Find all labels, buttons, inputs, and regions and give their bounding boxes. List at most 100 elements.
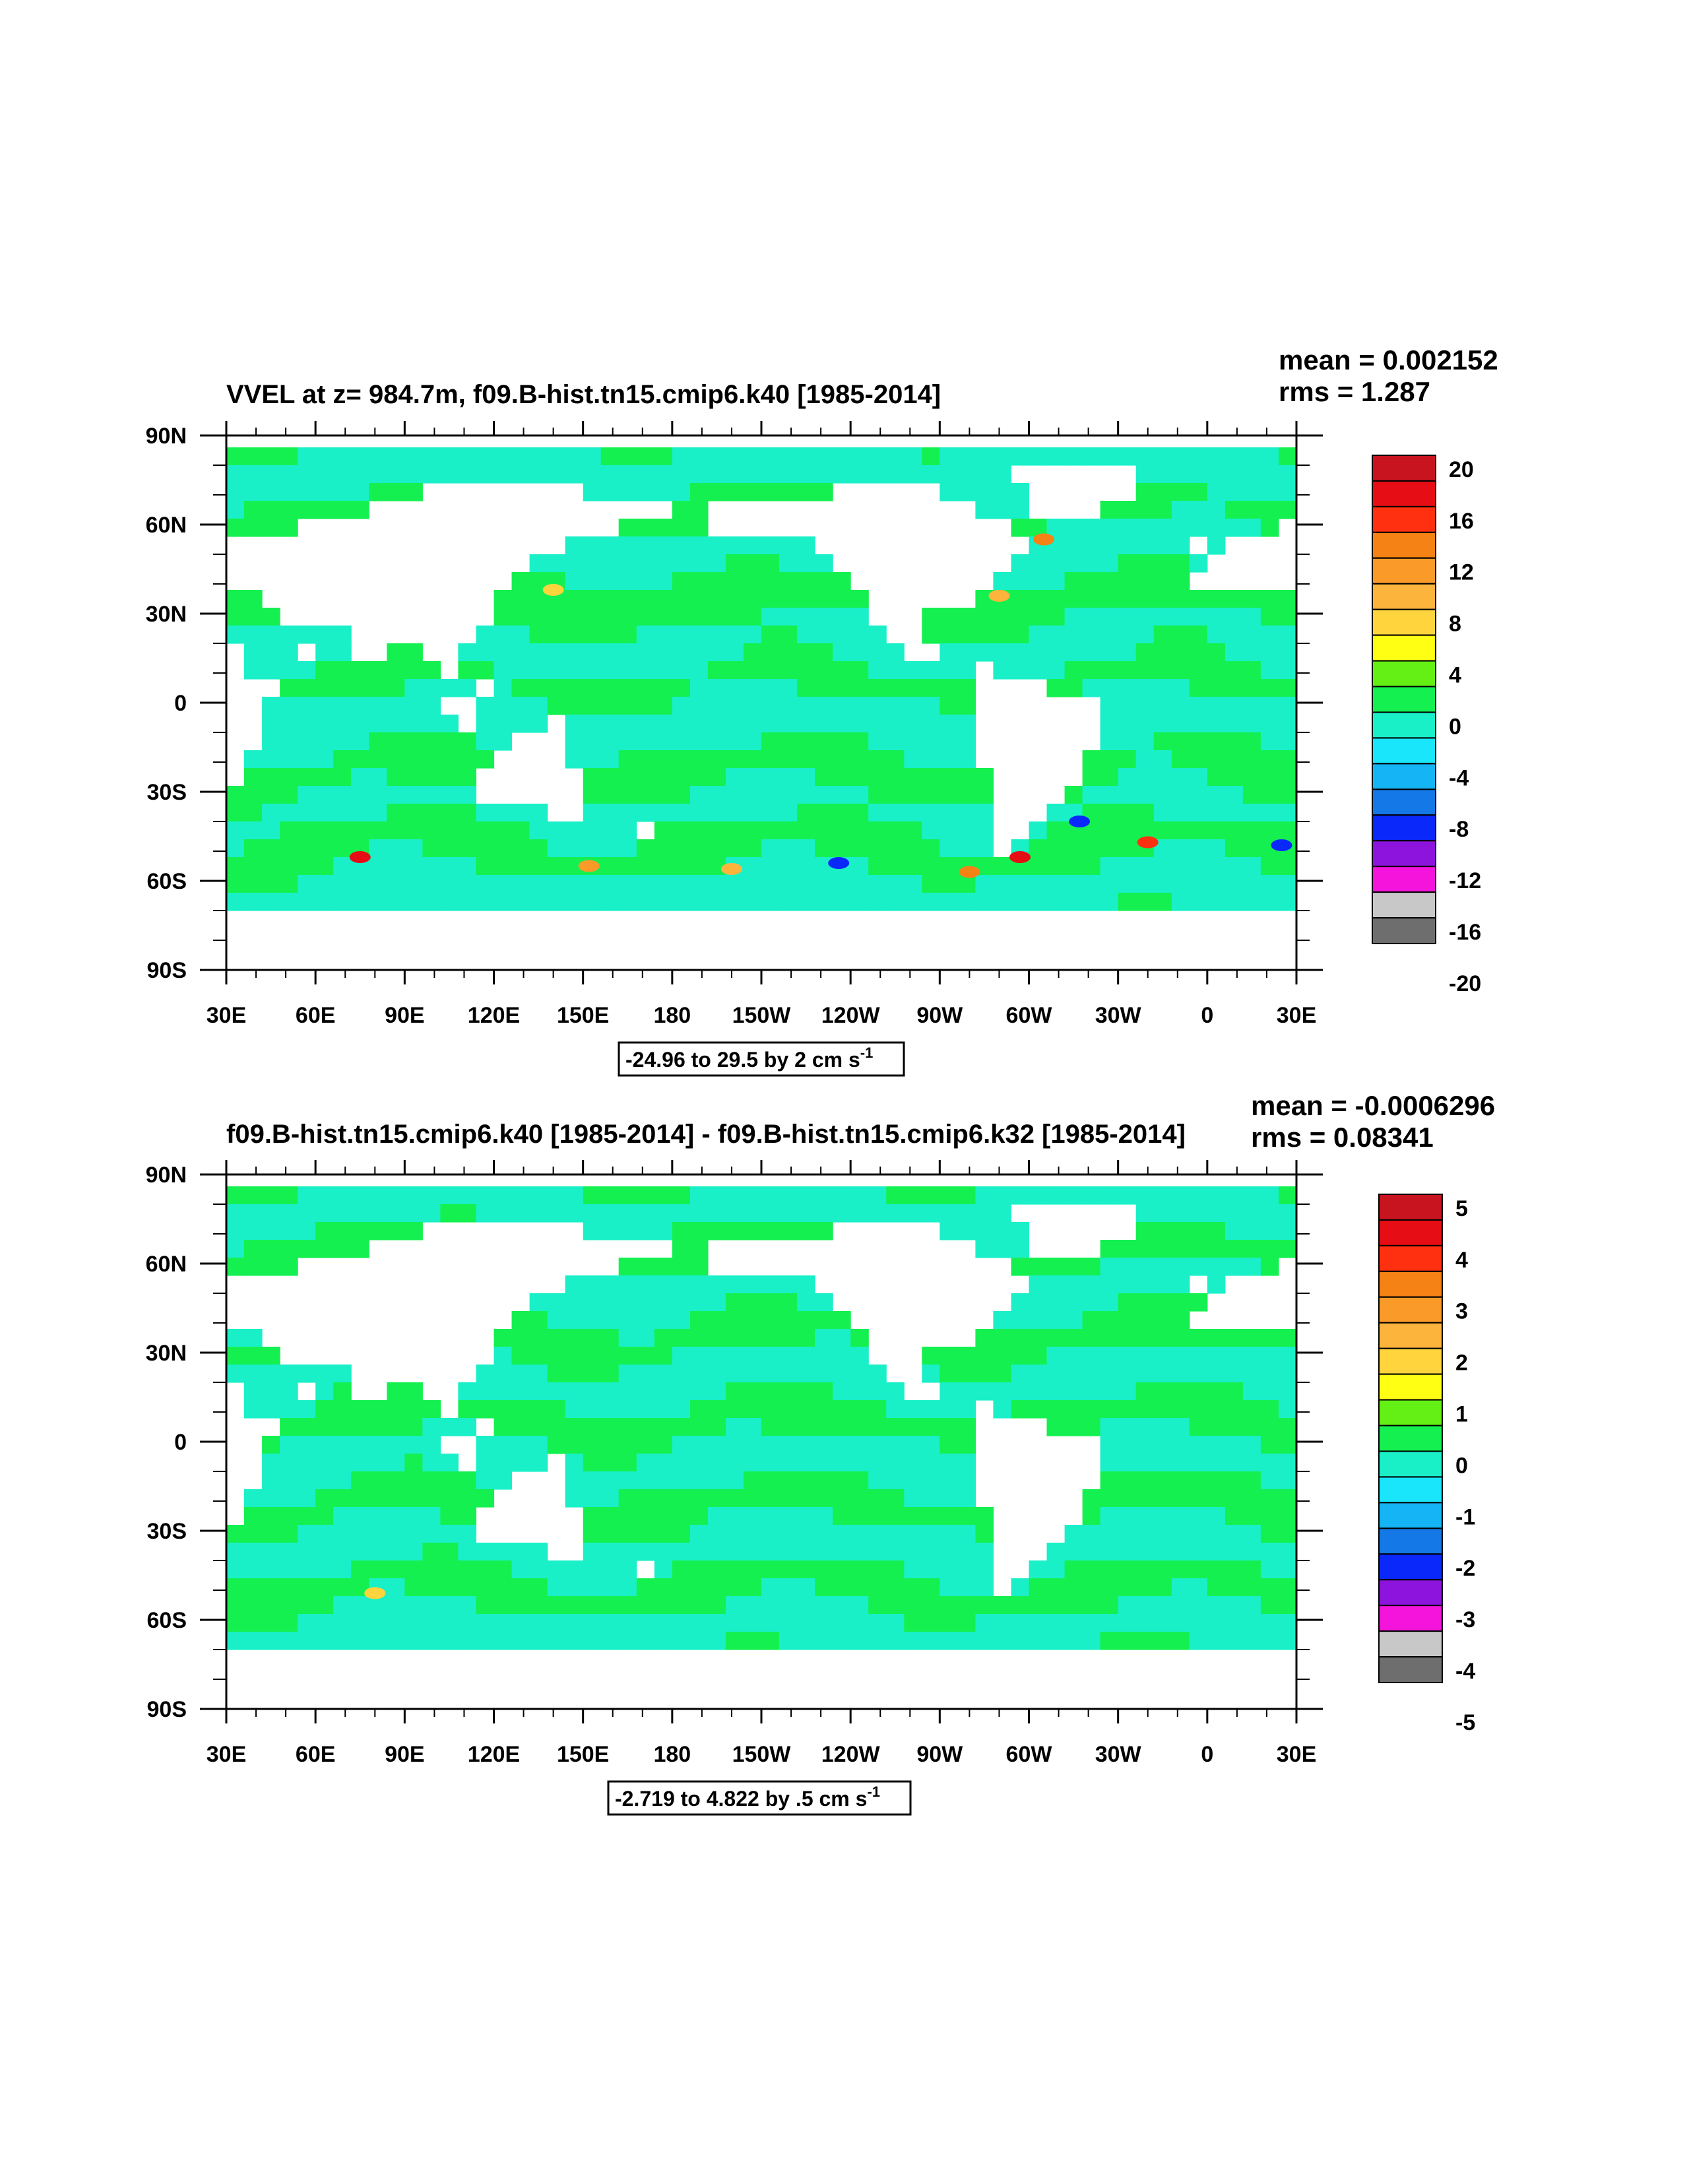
field-cell [672, 519, 691, 537]
field-cell [779, 1454, 798, 1472]
field-cell [815, 1418, 833, 1436]
field-cell [940, 1543, 958, 1561]
field-cell [975, 643, 994, 662]
field-cell [707, 1293, 726, 1312]
field-cell [1153, 786, 1172, 804]
field-cell [993, 857, 1011, 876]
field-cell [654, 1204, 673, 1223]
colorbar-box [1378, 1476, 1443, 1504]
field-cell [494, 1418, 513, 1436]
field-cell [725, 465, 744, 484]
field-cell [1046, 1632, 1066, 1650]
field-cell [904, 1525, 922, 1543]
field-cell [280, 1543, 298, 1561]
field-cell [1100, 1382, 1119, 1401]
field-cell [1029, 1347, 1048, 1365]
field-cell [672, 1454, 691, 1472]
field-cell [922, 1204, 940, 1223]
field-cell [1082, 1275, 1101, 1294]
field-cell [1100, 590, 1119, 608]
field-cell [458, 1400, 476, 1419]
field-cell [1118, 821, 1137, 840]
field-cell [280, 661, 298, 680]
field-cell [833, 1507, 851, 1526]
field-cell [1171, 1489, 1190, 1508]
y-tick-label: 0 [174, 1430, 187, 1455]
field-cell [1189, 1560, 1208, 1579]
field-cell [280, 626, 298, 644]
field-cell [636, 768, 655, 787]
field-cell [422, 750, 441, 769]
field-cell [387, 1596, 405, 1615]
field-cell [351, 768, 369, 787]
field-cell [1064, 1543, 1083, 1561]
colorbar-label: 0 [1449, 714, 1461, 739]
field-cell [636, 661, 655, 680]
field-cell [689, 750, 709, 769]
field-cell [476, 857, 495, 876]
field-cell [672, 1614, 691, 1632]
field-cell [547, 1560, 566, 1579]
field-cell [333, 1240, 352, 1258]
field-cell [815, 626, 833, 644]
field-cell [797, 893, 815, 911]
field-cell [511, 1578, 530, 1597]
field-cell [1064, 519, 1083, 537]
field-cell [226, 1347, 245, 1365]
field-cell [404, 1382, 423, 1401]
field-cell [1011, 1222, 1030, 1240]
field-cell [458, 1614, 476, 1632]
field-cell [600, 1186, 620, 1205]
field-cell [244, 643, 263, 662]
field-cell [547, 893, 566, 911]
y-tick-label: 30N [146, 602, 187, 627]
field-cell [707, 608, 726, 626]
field-cell [922, 1560, 940, 1579]
colorbar-label: -20 [1449, 971, 1481, 996]
field-cell [1082, 893, 1101, 911]
field-cell [262, 1436, 280, 1454]
field-cell [940, 1382, 958, 1401]
field-cell [422, 1418, 441, 1436]
field-cell [600, 1382, 620, 1401]
field-cell [600, 1222, 620, 1240]
field-cell [672, 1436, 691, 1454]
field-cell [226, 1632, 245, 1650]
field-cell [672, 1596, 691, 1615]
field-cell [1260, 1614, 1279, 1632]
field-cell [1153, 1347, 1172, 1365]
field-cell [226, 1240, 245, 1258]
field-cell [476, 1596, 495, 1615]
field-cell [1279, 465, 1297, 484]
field-cell [387, 786, 405, 804]
field-cell [1189, 1258, 1208, 1276]
field-cell [387, 1525, 405, 1543]
field-cell [1207, 608, 1226, 626]
field-cell [404, 661, 423, 680]
field-cell [422, 661, 441, 680]
field-cell [422, 857, 441, 876]
field-cell [618, 821, 637, 840]
field-cell [797, 1507, 815, 1526]
field-cell [494, 893, 513, 911]
field-cell [583, 1222, 602, 1240]
field-cell [833, 1632, 851, 1650]
field-cell [369, 1525, 387, 1543]
field-cell [476, 1186, 495, 1205]
field-cell [654, 1596, 673, 1615]
field-cell [1225, 501, 1244, 519]
field-cell [957, 875, 976, 893]
field-cell [922, 661, 940, 680]
x-tick-label: 120W [821, 1003, 881, 1028]
field-cell [886, 1525, 905, 1543]
field-cell [868, 821, 887, 840]
field-cell [1207, 768, 1226, 787]
range-box [618, 1041, 905, 1077]
field-cell [833, 1436, 851, 1454]
field-cell [333, 857, 352, 876]
field-cell [618, 750, 637, 769]
field-cell [565, 1275, 584, 1294]
x-tick-label: 30W [1095, 1742, 1142, 1767]
field-cell [1225, 1632, 1244, 1650]
field-cell [529, 821, 548, 840]
